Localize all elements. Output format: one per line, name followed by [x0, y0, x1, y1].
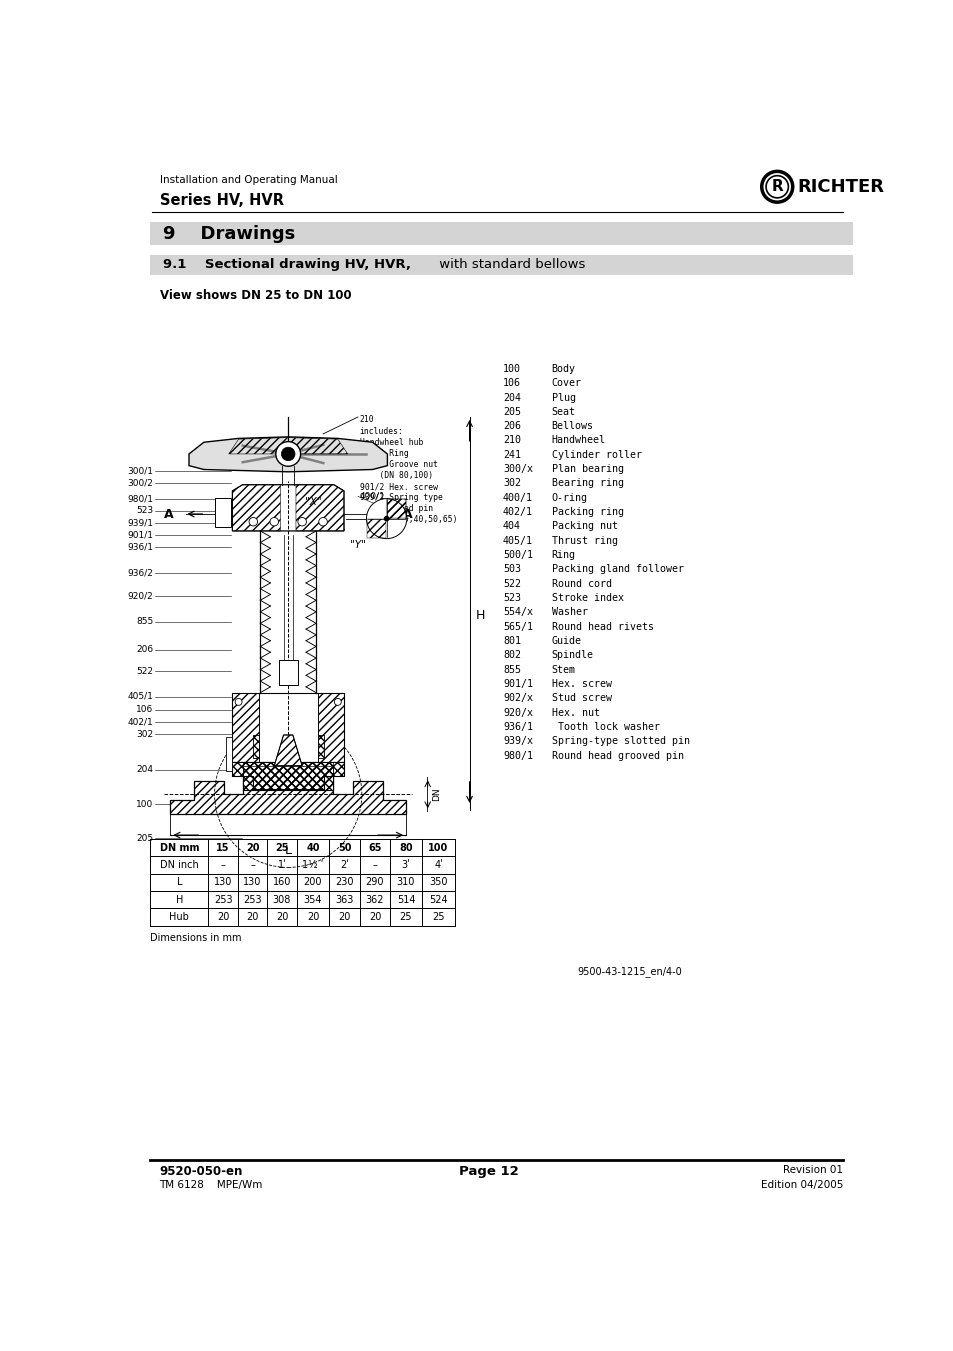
Text: Packing gland follower: Packing gland follower — [551, 565, 683, 574]
Polygon shape — [171, 766, 406, 813]
Text: 9    Drawings: 9 Drawings — [163, 224, 295, 243]
Text: 20: 20 — [275, 912, 288, 921]
Text: Stroke index: Stroke index — [551, 593, 623, 603]
Text: 80: 80 — [398, 843, 413, 852]
Text: Body: Body — [551, 363, 575, 374]
Text: Hub: Hub — [170, 912, 189, 921]
Text: 3ʹ: 3ʹ — [401, 861, 410, 870]
Text: Installation and Operating Manual: Installation and Operating Manual — [159, 176, 337, 185]
Text: 20: 20 — [246, 843, 259, 852]
Text: 300/x: 300/x — [502, 465, 533, 474]
Text: 554/x: 554/x — [502, 608, 533, 617]
Text: Edition 04/2005: Edition 04/2005 — [760, 1179, 842, 1190]
Text: 901/1: 901/1 — [127, 531, 153, 539]
Text: 205: 205 — [502, 407, 520, 417]
Polygon shape — [233, 762, 344, 789]
Circle shape — [366, 499, 406, 539]
Text: H: H — [476, 609, 485, 621]
Text: 204: 204 — [136, 765, 153, 774]
Text: 902/x: 902/x — [502, 693, 533, 704]
Text: 20: 20 — [246, 912, 258, 921]
Text: 20: 20 — [369, 912, 381, 921]
Text: A: A — [164, 508, 173, 520]
Text: 855: 855 — [136, 617, 153, 627]
Text: Packing nut: Packing nut — [551, 521, 617, 531]
Text: Seat: Seat — [551, 407, 575, 417]
Circle shape — [275, 442, 300, 466]
Text: 290: 290 — [365, 877, 384, 888]
Text: 40: 40 — [306, 843, 319, 852]
Text: 400/1: 400/1 — [502, 493, 533, 503]
Text: 980/1: 980/1 — [502, 751, 533, 761]
Text: 65: 65 — [368, 843, 381, 852]
Polygon shape — [317, 735, 323, 758]
Text: RICHTER: RICHTER — [797, 178, 883, 196]
Text: DN: DN — [432, 788, 441, 801]
Text: 130: 130 — [243, 877, 261, 888]
Text: 106: 106 — [502, 378, 520, 388]
Polygon shape — [226, 738, 233, 771]
Text: Hex. screw: Hex. screw — [551, 680, 611, 689]
Text: 500/1: 500/1 — [502, 550, 533, 561]
Text: 310: 310 — [396, 877, 415, 888]
Text: Handwheel: Handwheel — [551, 435, 605, 446]
Text: Stem: Stem — [551, 665, 575, 674]
Text: Round head rivets: Round head rivets — [551, 621, 653, 632]
Text: 801: 801 — [502, 636, 520, 646]
Text: Washer: Washer — [551, 608, 587, 617]
Text: Ring: Ring — [551, 550, 575, 561]
Text: Spindle: Spindle — [551, 650, 593, 661]
Text: 503: 503 — [502, 565, 520, 574]
Text: 855: 855 — [502, 665, 520, 674]
Text: 20: 20 — [216, 912, 229, 921]
Text: Series HV, HVR: Series HV, HVR — [159, 193, 283, 208]
Text: 920/2: 920/2 — [128, 592, 153, 601]
Polygon shape — [253, 735, 258, 758]
Polygon shape — [278, 661, 297, 685]
Text: 100: 100 — [428, 843, 448, 852]
Text: 241: 241 — [502, 450, 520, 459]
Text: 302: 302 — [502, 478, 520, 489]
Text: 523: 523 — [136, 507, 153, 516]
Text: Cylinder roller: Cylinder roller — [551, 450, 641, 459]
Text: 100: 100 — [136, 800, 153, 809]
Text: 210
includes:
Handwheel hub
500/1 Ring
509/1 Groove nut
    (DN 80,100)
901/2 He: 210 includes: Handwheel hub 500/1 Ring 5… — [359, 416, 456, 524]
Text: 514: 514 — [396, 894, 415, 905]
Text: 1ʹ: 1ʹ — [277, 861, 286, 870]
Circle shape — [234, 698, 242, 705]
Text: 354: 354 — [303, 894, 322, 905]
Circle shape — [249, 517, 257, 526]
Text: 9.1    Sectional drawing HV, HVR,: 9.1 Sectional drawing HV, HVR, — [163, 258, 411, 272]
Text: 20: 20 — [307, 912, 319, 921]
Text: Plan bearing: Plan bearing — [551, 465, 623, 474]
Text: DN inch: DN inch — [160, 861, 198, 870]
Text: "X": "X" — [305, 497, 321, 507]
FancyBboxPatch shape — [215, 497, 231, 527]
Text: –: – — [220, 861, 225, 870]
Polygon shape — [274, 735, 302, 766]
Text: 160: 160 — [273, 877, 291, 888]
Text: "Y": "Y" — [350, 540, 366, 550]
Text: 2ʹ: 2ʹ — [340, 861, 349, 870]
Text: Cover: Cover — [551, 378, 581, 388]
Text: A: A — [402, 508, 412, 520]
Text: 939/x: 939/x — [502, 736, 533, 746]
Text: Round head grooved pin: Round head grooved pin — [551, 751, 683, 761]
Text: 200: 200 — [303, 877, 322, 888]
Text: 400/1: 400/1 — [359, 492, 385, 501]
Text: –: – — [373, 861, 377, 870]
Text: 253: 253 — [213, 894, 233, 905]
Text: 980/1: 980/1 — [127, 494, 153, 503]
Text: 404: 404 — [502, 521, 520, 531]
Text: O-ring: O-ring — [551, 493, 587, 503]
Text: 524: 524 — [429, 894, 447, 905]
Text: 50: 50 — [337, 843, 351, 852]
Text: Guide: Guide — [551, 636, 581, 646]
Text: 206: 206 — [502, 422, 520, 431]
Text: 100: 100 — [502, 363, 520, 374]
Circle shape — [270, 517, 278, 526]
Text: with standard bellows: with standard bellows — [435, 258, 584, 272]
Text: 522: 522 — [502, 578, 520, 589]
Text: 300/2: 300/2 — [128, 478, 153, 488]
Text: 302: 302 — [136, 730, 153, 739]
